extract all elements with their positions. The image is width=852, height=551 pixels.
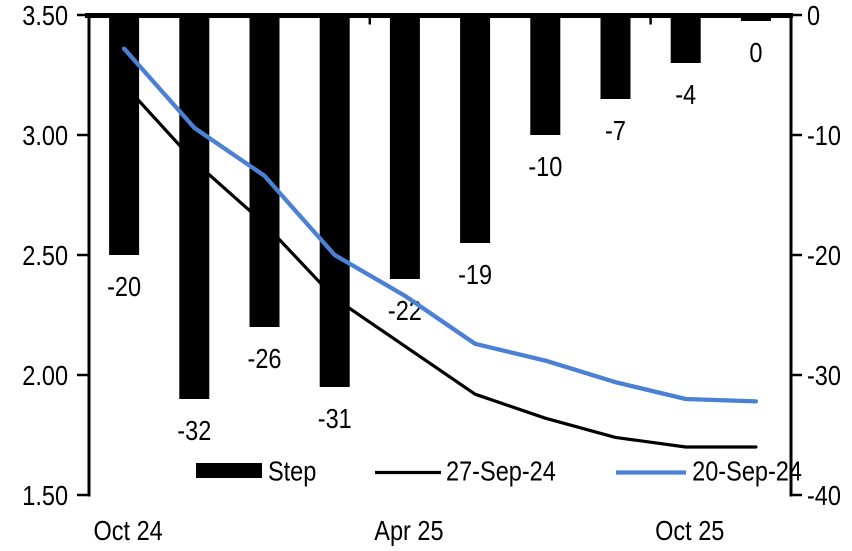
- line-27-sep-24: [122, 82, 758, 449]
- step-bar-label: -7: [605, 116, 626, 146]
- step-bar-label: -31: [318, 404, 352, 434]
- step-bar-label: -32: [177, 416, 211, 446]
- step-bar: [530, 14, 561, 135]
- left-axis-tick-label: 3.50: [22, 1, 68, 31]
- step-bar-label: -26: [248, 344, 282, 374]
- legend-label-27-sep-24: 27-Sep-24: [446, 457, 556, 487]
- step-bar-label: -4: [675, 80, 696, 110]
- line-20-sep-24: [121, 46, 759, 404]
- step-bar-labels-group: -20 -32 -26 -31 -22 -19 -10 -7 -4 0: [107, 38, 762, 446]
- step-bars-group: [109, 14, 771, 399]
- step-bar: [389, 14, 420, 279]
- step-bar: [179, 14, 210, 399]
- right-axis-tick-label: -40: [807, 481, 841, 511]
- axis-tick-labels-group: 3.503.002.502.001.500-10-20-30-40: [22, 1, 841, 511]
- legend-label-20-sep-24: 20-Sep-24: [692, 457, 802, 487]
- left-axis-tick-label: 2.50: [22, 241, 68, 271]
- step-bar-label: -19: [458, 260, 492, 290]
- step-bar-label: -20: [107, 272, 141, 302]
- step-bar: [460, 14, 491, 243]
- x-axis-labels-group: Oct 24 Apr 25 Oct 25: [93, 516, 724, 546]
- right-axis-tick-label: -20: [807, 241, 841, 271]
- legend-bar-swatch: [196, 463, 262, 478]
- series-lines-group: [121, 46, 759, 449]
- legend-label-step: Step: [268, 457, 316, 487]
- x-axis-label: Oct 25: [655, 516, 724, 546]
- right-axis-tick-label: -10: [807, 121, 841, 151]
- right-axis-tick-label: -30: [807, 361, 841, 391]
- chart-legend: Step 27-Sep-24 20-Sep-24: [196, 457, 802, 487]
- step-bar-label: -10: [528, 152, 562, 182]
- step-bar-label: -22: [388, 296, 422, 326]
- step-bar: [109, 14, 140, 255]
- step-bar-label: 0: [749, 38, 762, 68]
- x-axis-label: Apr 25: [374, 516, 443, 546]
- right-axis-tick-label: 0: [807, 1, 820, 31]
- left-axis-tick-label: 3.00: [22, 121, 68, 151]
- left-axis-tick-label: 2.00: [22, 361, 68, 391]
- axes-group: [77, 13, 802, 497]
- x-axis-label: Oct 24: [93, 516, 162, 546]
- left-axis-tick-label: 1.50: [22, 481, 68, 511]
- step-bar: [600, 14, 631, 99]
- step-bar: [670, 14, 701, 63]
- step-bar: [319, 14, 350, 387]
